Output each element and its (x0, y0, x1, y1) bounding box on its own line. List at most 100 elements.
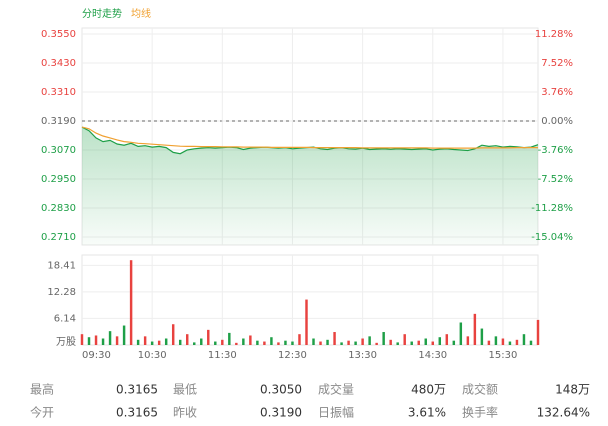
y-tick-label: 6.14 (54, 313, 76, 324)
y-tick-label: 0.3190 (41, 116, 76, 127)
y2-tick-label: 3.76% (541, 87, 573, 98)
volume-bar (136, 339, 140, 345)
stat-value: 480万 (411, 383, 446, 397)
stat-value: 3.61% (408, 406, 446, 420)
stat-value: 0.3165 (116, 406, 158, 420)
volume-bar (536, 319, 540, 345)
stat-label: 今开 (30, 405, 54, 420)
volume-bar (312, 338, 315, 345)
volume-bar (171, 324, 175, 345)
volume-bar (284, 340, 287, 345)
volume-panel-frame (81, 254, 539, 346)
volume-bar (207, 329, 210, 345)
stat-value: 0.3190 (260, 406, 302, 420)
stat-value: 148万 (555, 383, 590, 397)
volume-bar (263, 341, 266, 345)
y2-tick-label: 0.00% (541, 116, 573, 127)
volume-bar (298, 334, 301, 345)
stat-label: 最低 (173, 383, 197, 397)
y2-tick-label: -15.04% (531, 232, 573, 243)
x-tick-label: 11:30 (208, 350, 237, 361)
volume-bar (487, 340, 491, 345)
volume-bar (143, 336, 147, 345)
volume-bar (459, 322, 463, 345)
volume-bar (424, 338, 427, 345)
volume-bar (101, 338, 105, 345)
y-tick-label: 0.3070 (41, 145, 76, 156)
volume-bar (249, 335, 252, 345)
legend-entry: 均线 (131, 7, 151, 20)
volume-bar (178, 339, 182, 345)
volume-bar (361, 338, 364, 345)
y2-tick-label: 7.52% (541, 58, 573, 69)
y2-tick-label: -3.76% (538, 145, 573, 156)
volume-bar (122, 325, 126, 345)
volume-bar (389, 339, 392, 345)
y2-tick-label: 11.28% (535, 29, 573, 40)
volume-bar (354, 341, 357, 345)
x-tick-label: 15:30 (489, 350, 518, 361)
y2-tick-label: -7.52% (538, 174, 573, 185)
volume-bar (403, 334, 406, 345)
volume-bar (164, 338, 168, 345)
volume-bar (382, 332, 385, 345)
volume-bar (375, 342, 378, 345)
volume-bar (431, 341, 434, 345)
y-tick-label: 0.3550 (41, 29, 76, 40)
x-tick-label: 09:30 (82, 350, 111, 361)
volume-bar (508, 341, 512, 345)
volume-bar (466, 336, 470, 345)
volume-bar (396, 342, 399, 345)
volume-bar (270, 337, 273, 345)
stat-label: 换手率 (462, 405, 498, 420)
price-area (82, 127, 538, 245)
volume-bar (529, 340, 533, 345)
volume-bar (277, 342, 280, 345)
volume-bar (291, 341, 294, 345)
volume-bar (305, 299, 308, 345)
y-tick-label: 0.3310 (41, 87, 76, 98)
volume-bar (438, 337, 442, 345)
volume-bar (522, 334, 526, 345)
volume-bar (515, 339, 519, 345)
stat-value: 0.3165 (116, 383, 158, 397)
y-tick-label: 12.28 (47, 287, 76, 298)
volume-bar (193, 342, 196, 345)
volume-bar (445, 334, 449, 345)
average-line (81, 126, 538, 149)
volume-bar (501, 338, 505, 345)
stat-label: 日振幅 (318, 405, 354, 420)
volume-bar (333, 332, 336, 345)
y-tick-label: 18.41 (47, 260, 76, 271)
volume-bar (87, 337, 91, 345)
x-tick-label: 14:30 (418, 350, 447, 361)
stat-label: 成交量 (318, 382, 354, 397)
volume-bar (473, 313, 477, 345)
legend-entry: 分时走势 (82, 7, 122, 20)
stat-value: 0.3050 (260, 383, 302, 397)
volume-bar (256, 340, 259, 345)
volume-bar (80, 334, 84, 345)
volume-bar (228, 332, 231, 345)
volume-bar (221, 339, 224, 345)
stat-label: 最高 (30, 382, 54, 397)
volume-bar (115, 336, 119, 345)
volume-bar (235, 342, 238, 345)
volume-unit: 万股 (56, 336, 76, 348)
volume-bar (410, 341, 413, 345)
volume-bar (319, 341, 322, 345)
volume-bar (480, 328, 484, 345)
volume-bar (94, 335, 98, 345)
volume-bar (326, 339, 329, 345)
volume-bar (108, 331, 112, 345)
volume-bar (186, 334, 189, 345)
volume-bar (417, 340, 420, 345)
x-tick-label: 12:30 (278, 350, 307, 361)
y-tick-label: 0.2950 (41, 174, 76, 185)
volume-bar (157, 340, 161, 345)
volume-bar (494, 336, 498, 345)
y2-tick-label: -11.28% (531, 203, 573, 214)
x-tick-label: 13:30 (348, 350, 377, 361)
